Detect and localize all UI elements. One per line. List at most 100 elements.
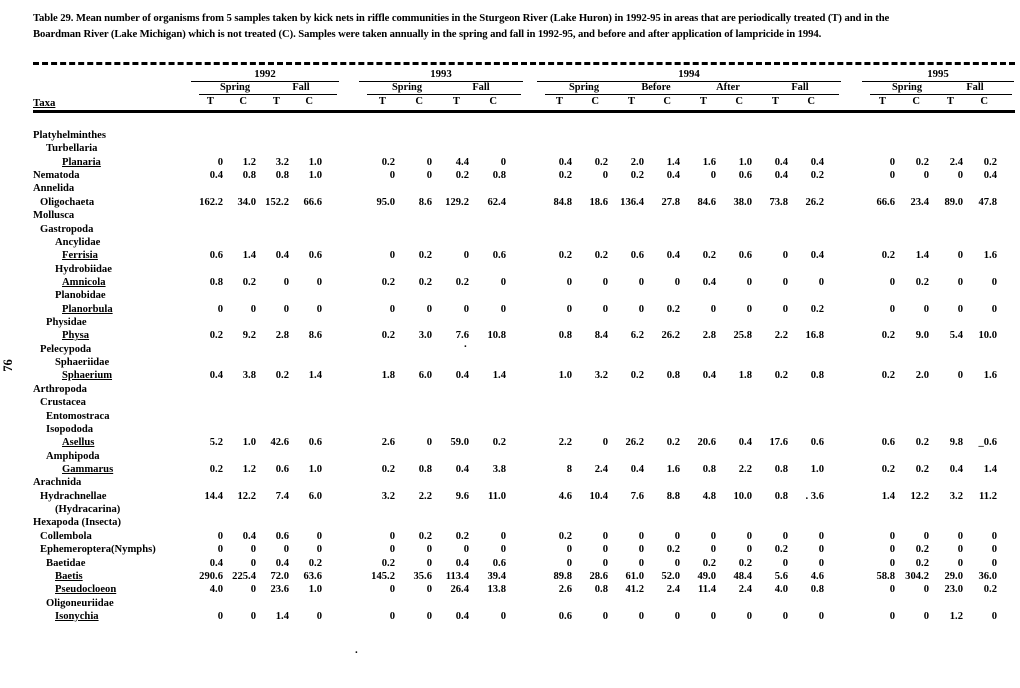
taxon-label: Mollusca <box>33 210 75 222</box>
cell-value: 18.6 <box>589 196 608 208</box>
treatment-header-c: C <box>980 96 988 107</box>
cell-value: 1.0 <box>308 584 322 596</box>
taxon-label: Physa <box>62 330 90 342</box>
taxon-label: Turbellaria <box>46 143 98 155</box>
treatment-header-c: C <box>807 96 815 107</box>
cell-value: 0.8 <box>492 170 506 182</box>
cell-value: 28.6 <box>589 570 608 582</box>
taxon-label: Planorbula <box>62 303 113 315</box>
cell-value: 1.0 <box>308 170 322 182</box>
cell-value: 0.8 <box>558 330 572 342</box>
cell-value: 225.4 <box>232 570 256 582</box>
cell-value: 0 <box>889 170 895 182</box>
cell-value: 0.8 <box>810 584 824 596</box>
cell-value: 23.0 <box>944 584 963 596</box>
cell-value: 52.0 <box>661 570 680 582</box>
cell-value: 0 <box>638 544 644 556</box>
cell-value: 11.4 <box>698 584 716 596</box>
cell-value: 0.8 <box>810 370 824 382</box>
taxon-label: Oligoneuriidae <box>46 597 114 609</box>
season-header-1994-after: After <box>689 82 767 95</box>
cell-value: 0.2 <box>558 530 572 542</box>
taxon-label: Gastropoda <box>40 223 94 235</box>
cell-value: 0.4 <box>738 437 752 449</box>
table-row: Mollusca <box>33 209 998 222</box>
table-row: Asellus 5.2 1.0 42.6 0.6 2.6 0 59.0 0.2 2.2 0 26.2 0… <box>33 436 998 449</box>
table-body: Platyhelminthes Turbellaria Planaria 0 1.2 3.… <box>33 113 1015 623</box>
cell-value: 0 <box>602 170 608 182</box>
cell-value: 0.2 <box>774 370 788 382</box>
table-row: Planorbula 0 0 0 0 0 0 0 0 0 0 0 0.2 0 0 0 0.2 0 0 0 0 <box>33 303 998 316</box>
cell-value: 0 <box>389 303 395 315</box>
cell-value: 0 <box>602 437 608 449</box>
cell-value: 0.6 <box>275 530 289 542</box>
table-row: Isopododa <box>33 423 998 436</box>
cell-value: 16.8 <box>805 330 824 342</box>
taxon-label: Amphipoda <box>46 450 100 462</box>
cell-value: 0 <box>389 544 395 556</box>
cell-value: 0.2 <box>983 156 997 168</box>
cell-value: 0.4 <box>774 170 788 182</box>
cell-value: 0.8 <box>242 170 256 182</box>
cell-value: 0.2 <box>308 557 322 569</box>
cell-value: 0.2 <box>275 370 289 382</box>
cell-value: 0.8 <box>774 463 788 475</box>
year-header-1995: 1995 <box>862 68 1014 82</box>
taxon-label: Gammarus <box>62 463 114 475</box>
cell-value: 41.2 <box>625 584 644 596</box>
table-row: Pelecypoda <box>33 343 998 356</box>
table-row: Physidae <box>33 316 998 329</box>
cell-value: 0 <box>818 530 824 542</box>
cell-value: 0 <box>957 303 963 315</box>
table-row: Arthropoda <box>33 383 998 396</box>
cell-value: 0 <box>566 557 572 569</box>
cell-value: 2.8 <box>702 330 716 342</box>
treatment-header-c: C <box>489 96 497 107</box>
cell-value: 2.4 <box>738 584 752 596</box>
cell-value: 0 <box>217 303 223 315</box>
table-row: Annelida <box>33 182 998 195</box>
cell-value: 0.2 <box>666 303 680 315</box>
cell-value: 0.2 <box>630 370 644 382</box>
cell-value: 0 <box>426 584 432 596</box>
cell-value: 1.4 <box>275 610 289 622</box>
cell-value: 0.4 <box>275 250 289 262</box>
cell-value: 1.2 <box>242 156 256 168</box>
cell-value: . 3.6 <box>805 490 824 502</box>
cell-value: 0.2 <box>983 584 997 596</box>
cell-value: 0.2 <box>381 330 395 342</box>
cell-value: 0.4 <box>558 156 572 168</box>
cell-value: 0 <box>217 544 223 556</box>
cell-value: 0 <box>389 530 395 542</box>
cell-value: 3.8 <box>492 463 506 475</box>
table-row: Isonychia 0 0 1.4 0 0 0 0.4 0 0.6 0 0 0 0 0 0 0 0 0 1.2 0 <box>33 610 998 623</box>
cell-value: 0.2 <box>455 530 469 542</box>
taxon-label: Asellus <box>62 437 95 449</box>
cell-value: 0 <box>782 557 788 569</box>
cell-value: 39.4 <box>487 570 506 582</box>
cell-value: 20.6 <box>697 437 716 449</box>
cell-value: 26.2 <box>661 330 680 342</box>
cell-value: 2.4 <box>949 156 963 168</box>
table-row: Baetidae 0.4 0 0.4 0.2 0.2 0 0.4 0.6 0 0 0 0 0.2 0.2 0 0… <box>33 557 998 570</box>
cell-value: 4.0 <box>774 584 788 596</box>
cell-value: 12.2 <box>237 490 256 502</box>
table-row: Amnicola 0.8 0.2 0 0 0.2 0.2 0.2 0 0 0 0 0 0.4 0 0 0 0 0.2… <box>33 276 998 289</box>
taxon-label: Nematoda <box>33 170 80 182</box>
cell-value: 7.6 <box>455 330 469 342</box>
cell-value: 0 <box>500 544 506 556</box>
cell-value: 0 <box>426 170 432 182</box>
table-row: Oligochaeta 162.2 34.0 152.2 66.6 95.0 8.6 129.… <box>33 196 998 209</box>
cell-value: 0 <box>426 610 432 622</box>
cell-value: 2.2 <box>558 437 572 449</box>
taxon-label: Hexapoda (Insecta) <box>33 517 121 529</box>
cell-value: 2.6 <box>558 584 572 596</box>
treatment-header-t: T <box>378 96 386 107</box>
cell-value: 0 <box>991 610 997 622</box>
cell-value: 95.0 <box>376 196 395 208</box>
cell-value: 0 <box>782 530 788 542</box>
cell-value: 0.2 <box>915 463 929 475</box>
year-header-1994: 1994 <box>537 68 841 82</box>
cell-value: 0.2 <box>881 370 895 382</box>
treatment-header-t: T <box>878 96 886 107</box>
